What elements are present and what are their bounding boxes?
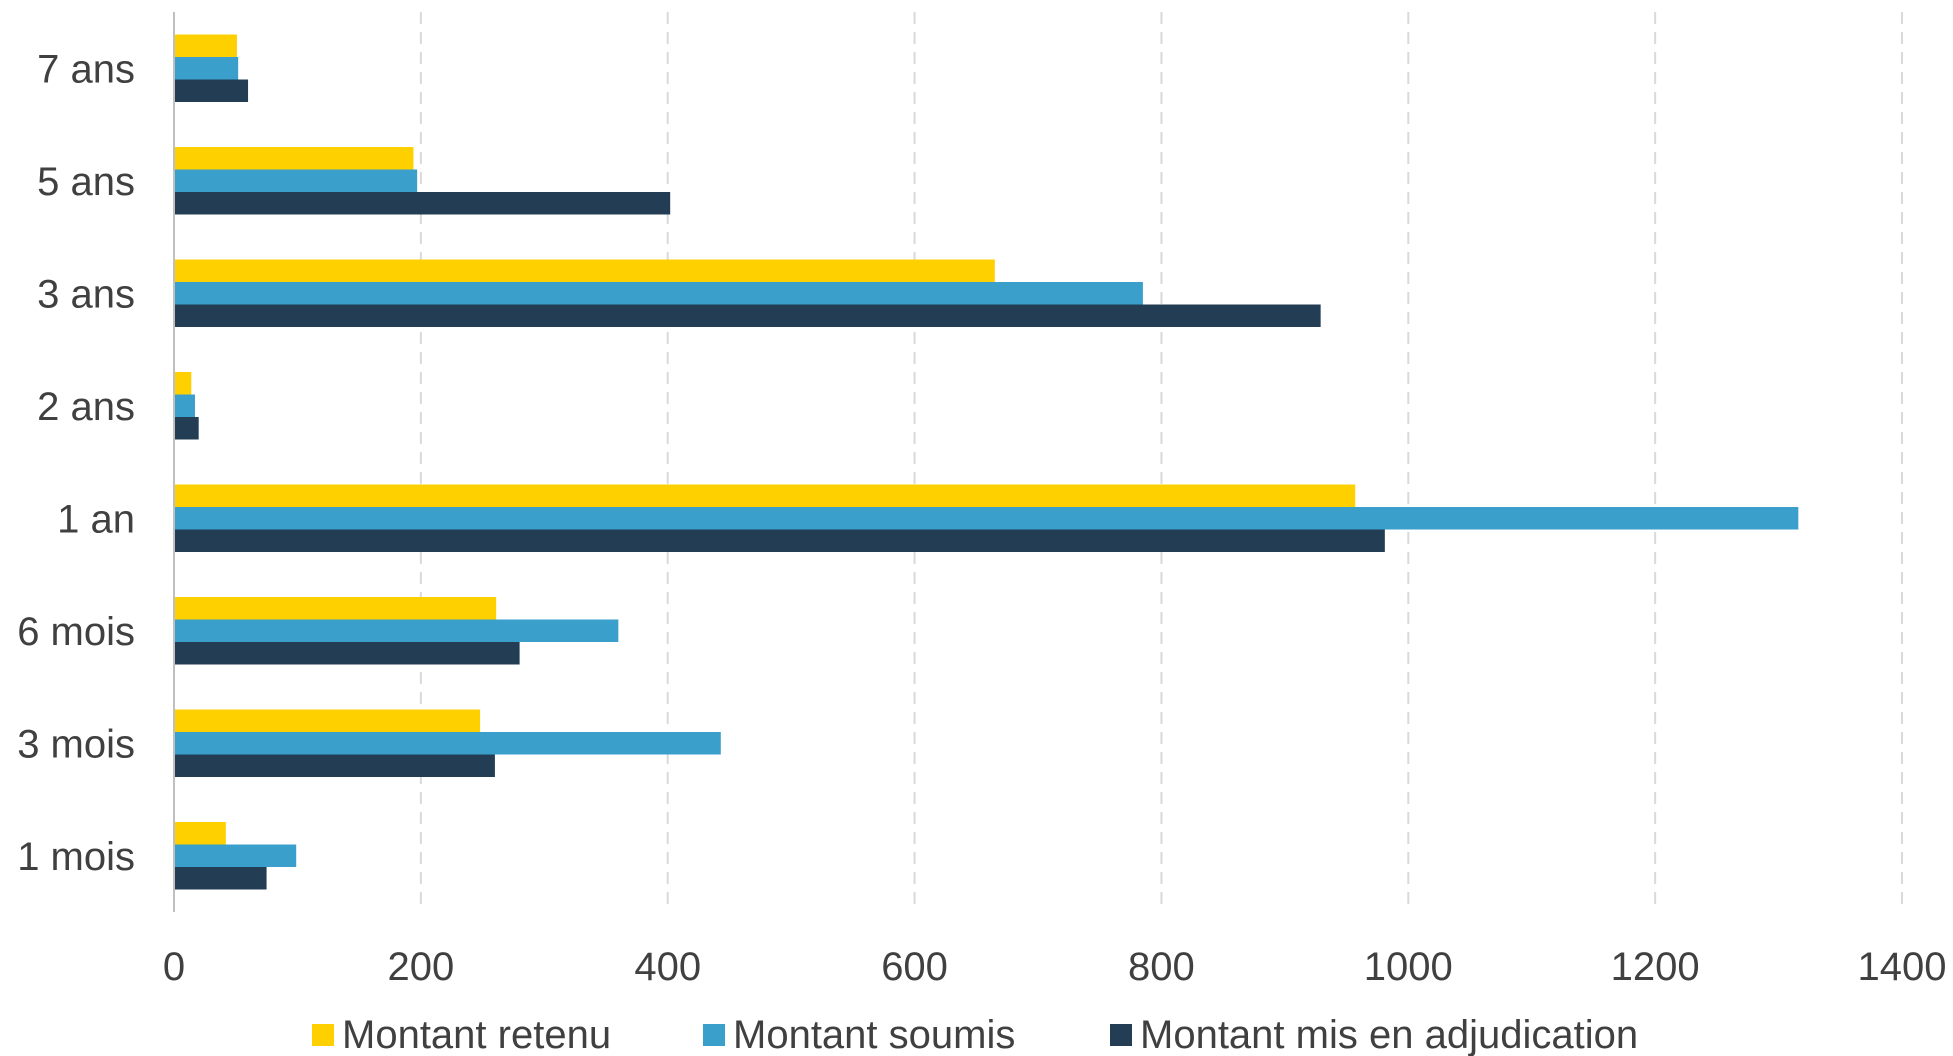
category-label: 1 an	[57, 497, 135, 541]
legend-label: Montant retenu	[342, 1013, 611, 1056]
bar-montant-mis-en-adjudication-3-mois	[174, 755, 495, 778]
category-label: 1 mois	[17, 835, 135, 879]
bar-montant-retenu-3-mois	[174, 710, 480, 733]
bar-montant-retenu-3-ans	[174, 260, 995, 283]
bar-montant-retenu-1-mois	[174, 822, 226, 845]
bar-montant-mis-en-adjudication-6-mois	[174, 642, 520, 665]
category-label: 5 ans	[37, 160, 135, 204]
legend-label: Montant soumis	[733, 1013, 1015, 1056]
bar-montant-retenu-5-ans	[174, 147, 413, 170]
legend-label: Montant mis en adjudication	[1140, 1013, 1638, 1056]
category-label: 3 mois	[17, 722, 135, 766]
x-tick-label: 1000	[1364, 945, 1453, 989]
bar-montant-mis-en-adjudication-7-ans	[174, 80, 248, 103]
x-tick-label: 0	[163, 945, 185, 989]
legend-swatch	[312, 1024, 334, 1046]
legend-swatch	[1110, 1024, 1132, 1046]
bar-montant-retenu-2-ans	[174, 372, 191, 395]
bar-montant-retenu-1-an	[174, 485, 1355, 508]
category-label: 2 ans	[37, 385, 135, 429]
legend: Montant retenu Montant soumis Montant mis …	[312, 1013, 1638, 1056]
x-tick-label: 400	[634, 945, 701, 989]
category-label: 3 ans	[37, 272, 135, 316]
gridlines	[421, 12, 1902, 912]
bar-montant-mis-en-adjudication-1-an	[174, 530, 1385, 553]
bar-montant-soumis-3-ans	[174, 282, 1143, 305]
bar-montant-retenu-6-mois	[174, 597, 496, 620]
bar-montant-mis-en-adjudication-3-ans	[174, 305, 1321, 328]
category-label: 6 mois	[17, 610, 135, 654]
bars	[174, 35, 1798, 890]
bar-montant-soumis-5-ans	[174, 170, 417, 193]
bar-montant-soumis-1-mois	[174, 845, 296, 868]
x-tick-label: 1200	[1611, 945, 1700, 989]
category-label: 7 ans	[37, 47, 135, 91]
x-tick-label: 800	[1128, 945, 1195, 989]
bar-montant-mis-en-adjudication-2-ans	[174, 417, 199, 440]
x-tick-label: 600	[881, 945, 948, 989]
x-tick-labels: 0 200 400 600 800 1000 1200 1400	[163, 945, 1947, 989]
bar-montant-soumis-2-ans	[174, 395, 195, 418]
x-tick-label: 1400	[1858, 945, 1947, 989]
bar-montant-mis-en-adjudication-5-ans	[174, 192, 670, 215]
bar-montant-retenu-7-ans	[174, 35, 237, 58]
bar-montant-mis-en-adjudication-1-mois	[174, 867, 267, 890]
bar-montant-soumis-1-an	[174, 507, 1798, 530]
legend-swatch	[703, 1024, 725, 1046]
category-labels: 1 mois 3 mois 6 mois 1 an 2 ans 3 ans 5 ans 7 a…	[17, 47, 135, 879]
bar-montant-soumis-7-ans	[174, 57, 238, 80]
x-tick-label: 200	[387, 945, 454, 989]
bar-montant-soumis-3-mois	[174, 732, 721, 755]
bar-montant-soumis-6-mois	[174, 620, 618, 643]
